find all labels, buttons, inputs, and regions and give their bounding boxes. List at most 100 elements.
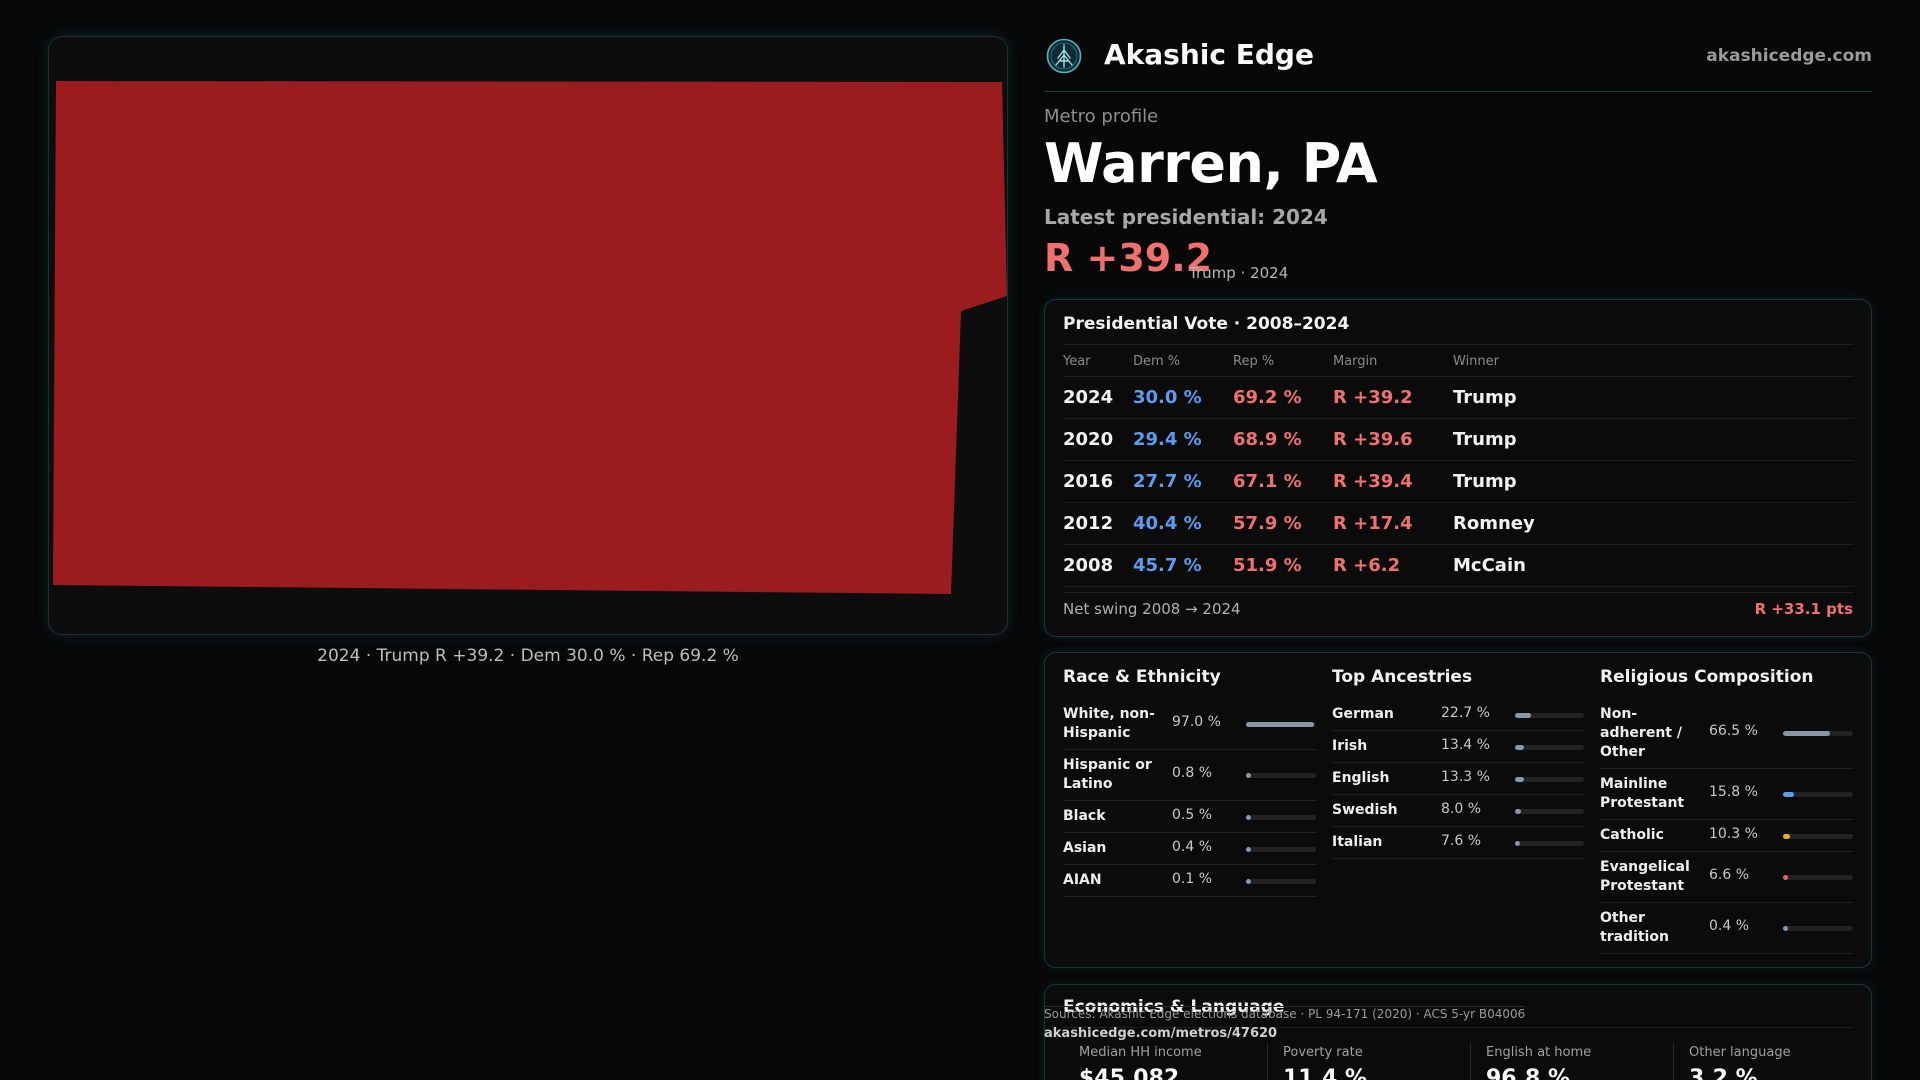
religious-composition-section: Religious Composition Non-adherent / Oth… [1600, 667, 1854, 954]
religion-label: Non-adherent / Other [1600, 706, 1682, 760]
row-winner: Trump [1453, 460, 1854, 503]
religion-bar [1783, 926, 1853, 931]
header-dem: Dem % [1133, 344, 1233, 377]
row-winner: McCain [1453, 544, 1854, 587]
ancestry-label: Italian [1332, 834, 1383, 850]
demographics-card: Race & Ethnicity White, non-Hispanic 97.… [1044, 652, 1872, 968]
row-year: 2008 [1063, 544, 1133, 587]
county-shape[interactable] [53, 81, 1007, 594]
stat-value: 96.8 % [1486, 1066, 1570, 1080]
latest-margin-sub: Trump · 2024 [1189, 264, 1289, 282]
table-row: 2020 29.4 % 68.9 % R +39.6 Trump [1063, 418, 1854, 461]
ancestry-bar-fill [1515, 809, 1521, 814]
ancestry-bar [1515, 777, 1584, 782]
religion-label: Evangelical Protestant [1600, 859, 1690, 894]
header-year: Year [1063, 344, 1133, 377]
ancestry-title: Top Ancestries [1332, 667, 1473, 687]
ancestry-bar [1515, 809, 1584, 814]
tree-logo-icon[interactable] [1046, 38, 1082, 74]
race-bar [1246, 847, 1316, 852]
religion-bar-fill [1783, 875, 1788, 880]
top-ancestries-section: Top Ancestries German 22.7 % Irish 13.4 … [1332, 667, 1584, 859]
row-year: 2012 [1063, 502, 1133, 545]
row-rep: 57.9 % [1233, 502, 1333, 545]
list-item: English 13.3 % [1332, 763, 1584, 795]
ancestry-label: Swedish [1332, 802, 1398, 818]
stat-value: 3.2 % [1689, 1066, 1758, 1080]
religion-title: Religious Composition [1600, 667, 1814, 687]
religion-bar [1783, 731, 1853, 736]
presidential-vote-card: Presidential Vote · 2008–2024 Year Dem %… [1044, 299, 1872, 637]
latest-margin: R +39.2 [1044, 236, 1213, 280]
row-rep: 68.9 % [1233, 418, 1333, 461]
ancestry-bar-fill [1515, 841, 1520, 846]
list-item: Hispanic or Latino 0.8 % [1063, 750, 1317, 801]
vote-table-header: Year Dem % Rep % Margin Winner [1063, 344, 1854, 377]
vote-table: Year Dem % Rep % Margin Winner 2024 30.0… [1063, 344, 1854, 587]
map-panel[interactable] [48, 36, 1008, 635]
ancestry-label: German [1332, 706, 1394, 722]
list-item: German 22.7 % [1332, 699, 1584, 731]
net-swing-value: R +33.1 pts [1754, 600, 1853, 618]
ancestry-label: Irish [1332, 738, 1368, 754]
race-bar-fill [1246, 815, 1251, 820]
header-margin: Margin [1333, 344, 1453, 377]
ancestry-value: 13.4 % [1441, 737, 1490, 753]
race-value: 0.4 % [1172, 839, 1213, 855]
list-item: Irish 13.4 % [1332, 731, 1584, 763]
row-dem: 27.7 % [1133, 460, 1233, 503]
list-item: Asian 0.4 % [1063, 833, 1317, 865]
divider [1470, 1043, 1471, 1080]
row-dem: 40.4 % [1133, 502, 1233, 545]
stat-label: Poverty rate [1283, 1045, 1363, 1060]
brand-name: Akashic Edge [1104, 38, 1314, 71]
row-year: 2016 [1063, 460, 1133, 503]
stat-english-at-home: English at home 96.8 % [1486, 1045, 1591, 1080]
race-bar [1246, 722, 1316, 727]
ancestry-value: 7.6 % [1441, 833, 1482, 849]
row-winner: Trump [1453, 418, 1854, 461]
row-margin: R +39.2 [1333, 376, 1453, 419]
list-item: Evangelical Protestant 6.6 % [1600, 852, 1854, 903]
religion-bar [1783, 834, 1853, 839]
divider [1673, 1043, 1674, 1080]
race-label: White, non-Hispanic [1063, 706, 1155, 741]
race-label: AIAN [1063, 872, 1102, 888]
ancestry-bar-fill [1515, 713, 1531, 718]
race-ethnicity-section: Race & Ethnicity White, non-Hispanic 97.… [1063, 667, 1317, 897]
stat-value: $45,082 [1079, 1066, 1180, 1080]
economics-title: Economics & Language [1063, 997, 1285, 1017]
race-bar-fill [1246, 722, 1314, 727]
list-item: White, non-Hispanic 97.0 % [1063, 699, 1317, 750]
stat-label: Other language [1689, 1045, 1791, 1060]
economics-language-card: Economics & Language Median HH income $4… [1044, 984, 1872, 1080]
page-url-link[interactable]: akashicedge.com/metros/47620 [1044, 1026, 1278, 1041]
stat-label: English at home [1486, 1045, 1592, 1060]
religion-value: 6.6 % [1709, 867, 1750, 883]
ancestry-bar-fill [1515, 777, 1524, 782]
race-bar-fill [1246, 847, 1251, 852]
list-item: Catholic 10.3 % [1600, 820, 1854, 852]
stat-label: Median HH income [1079, 1045, 1202, 1060]
brand-url-link[interactable]: akashicedge.com [1706, 46, 1872, 66]
stat-value: 11.4 % [1283, 1066, 1367, 1080]
net-swing-row: Net swing 2008 → 2024 R +33.1 pts [1063, 592, 1853, 624]
religion-bar [1783, 792, 1853, 797]
race-value: 0.1 % [1172, 871, 1213, 887]
list-item: Other tradition 0.4 % [1600, 903, 1854, 954]
row-margin: R +39.6 [1333, 418, 1453, 461]
row-rep: 51.9 % [1233, 544, 1333, 587]
religion-label: Catholic [1600, 827, 1664, 843]
row-year: 2020 [1063, 418, 1133, 461]
list-item: Italian 7.6 % [1332, 827, 1584, 859]
race-label: Hispanic or Latino [1063, 757, 1152, 792]
ancestry-bar [1515, 713, 1584, 718]
row-dem: 30.0 % [1133, 376, 1233, 419]
list-item: AIAN 0.1 % [1063, 865, 1317, 897]
row-winner: Trump [1453, 376, 1854, 419]
row-rep: 69.2 % [1233, 376, 1333, 419]
table-row: 2016 27.7 % 67.1 % R +39.4 Trump [1063, 460, 1854, 503]
religion-label: Other tradition [1600, 910, 1669, 945]
religion-bar-fill [1783, 926, 1788, 931]
race-bar-fill [1246, 773, 1251, 778]
